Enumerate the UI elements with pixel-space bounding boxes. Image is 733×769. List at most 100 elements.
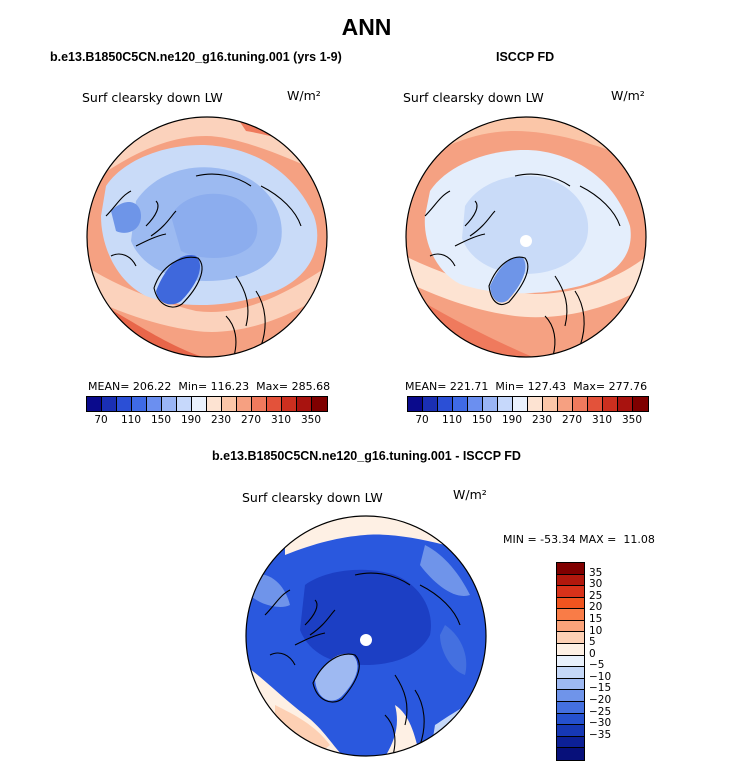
diff-colorbar-tick-label: −15 — [589, 682, 612, 695]
diff-colorbar-tick-label: 20 — [589, 601, 603, 614]
colorbar-swatch — [177, 397, 192, 411]
diff-colorbar-tick-label: −25 — [589, 705, 612, 718]
colorbar-swatch — [162, 397, 177, 411]
diff-colorbar-tick-label: 35 — [589, 566, 603, 579]
model-polar-map — [86, 116, 328, 358]
diff-colorbar-tick-label: 10 — [589, 624, 603, 637]
obs-units-label: W/m² — [611, 88, 645, 103]
obs-stats: MEAN= 221.71 Min= 127.43 Max= 277.76 — [405, 380, 648, 393]
colorbar-swatch — [528, 397, 543, 411]
colorbar-tick-label: 190 — [502, 414, 523, 426]
obs-max: 277.76 — [608, 380, 648, 393]
diff-colorbar-swatch — [557, 609, 584, 621]
colorbar-tick-label: 270 — [241, 414, 262, 426]
obs-panel-header: ISCCP FD — [496, 50, 555, 64]
diff-panel-header: b.e13.B1850C5CN.ne120_g16.tuning.001 - I… — [212, 449, 521, 463]
diff-polar-map — [245, 515, 487, 757]
model-max: 285.68 — [291, 380, 331, 393]
diff-colorbar-tick-label: 0 — [589, 647, 596, 660]
model-colorbar — [86, 396, 328, 412]
colorbar-swatch — [618, 397, 633, 411]
diff-colorbar-swatch — [557, 701, 584, 714]
colorbar-swatch — [408, 397, 423, 411]
colorbar-tick-label: 270 — [562, 414, 583, 426]
model-coastlines — [105, 173, 302, 357]
colorbar-swatch — [468, 397, 483, 411]
diff-colorbar-swatch — [557, 644, 584, 656]
diff-colorbar-swatch — [557, 563, 584, 575]
diff-colorbar-tick-label: 30 — [589, 578, 603, 591]
colorbar-tick-label: 230 — [211, 414, 232, 426]
colorbar-swatch — [192, 397, 207, 411]
diff-colorbar-swatch — [557, 620, 584, 633]
colorbar-tick-label: 230 — [532, 414, 553, 426]
figure-title: ANN — [341, 14, 392, 40]
diff-colorbar-swatch — [557, 690, 584, 702]
diff-minmax: MIN = -53.34 MAX = 11.08 — [503, 533, 655, 546]
colorbar-swatch — [453, 397, 468, 411]
colorbar-tick-label: 350 — [301, 414, 322, 426]
diff-colorbar-swatch — [557, 725, 584, 737]
colorbar-tick-label: 70 — [415, 414, 429, 426]
diff-colorbar — [556, 562, 585, 761]
model-variable-label: Surf clearsky down LW — [82, 90, 223, 105]
colorbar-tick-label: 150 — [472, 414, 493, 426]
diff-colorbar-tick-label: 25 — [589, 589, 603, 602]
obs-variable-label: Surf clearsky down LW — [403, 90, 544, 105]
diff-colorbar-tick-label: −10 — [589, 670, 612, 683]
diff-colorbar-swatch — [557, 632, 584, 645]
diff-colorbar-tick-label: 5 — [589, 636, 596, 649]
colorbar-swatch — [87, 397, 102, 411]
colorbar-swatch — [207, 397, 222, 411]
obs-colorbar — [407, 396, 649, 412]
diff-colorbar-tick-label: −30 — [589, 717, 612, 730]
model-mean: 206.22 — [132, 380, 172, 393]
colorbar-swatch — [423, 397, 438, 411]
colorbar-tick-label: 310 — [592, 414, 613, 426]
colorbar-tick-label: 110 — [121, 414, 142, 426]
diff-colorbar-tick-label: −5 — [589, 659, 605, 672]
colorbar-swatch — [588, 397, 603, 411]
model-greenland-cold — [156, 255, 201, 305]
diff-colorbar-tick-label: 15 — [589, 612, 603, 625]
model-units-label: W/m² — [287, 88, 321, 103]
colorbar-tick-label: 350 — [622, 414, 643, 426]
colorbar-swatch — [117, 397, 132, 411]
colorbar-swatch — [237, 397, 252, 411]
colorbar-tick-label: 190 — [181, 414, 202, 426]
colorbar-swatch — [132, 397, 147, 411]
colorbar-tick-label: 70 — [94, 414, 108, 426]
diff-pole-hole — [360, 634, 372, 646]
diff-colorbar-swatch — [557, 574, 584, 587]
colorbar-swatch — [483, 397, 498, 411]
colorbar-swatch — [267, 397, 282, 411]
colorbar-swatch — [282, 397, 297, 411]
colorbar-swatch — [498, 397, 513, 411]
colorbar-swatch — [573, 397, 588, 411]
colorbar-swatch — [558, 397, 573, 411]
diff-variable-label: Surf clearsky down LW — [242, 490, 383, 505]
colorbar-swatch — [222, 397, 237, 411]
colorbar-swatch — [543, 397, 558, 411]
diff-colorbar-swatch — [557, 586, 584, 598]
obs-pole-hole — [520, 235, 532, 247]
colorbar-swatch — [513, 397, 528, 411]
obs-min: 127.43 — [527, 380, 567, 393]
colorbar-swatch — [147, 397, 162, 411]
model-stats: MEAN= 206.22 Min= 116.23 Max= 285.68 — [88, 380, 331, 393]
colorbar-swatch — [633, 397, 648, 411]
colorbar-tick-label: 310 — [271, 414, 292, 426]
diff-colorbar-swatch — [557, 667, 584, 679]
obs-mean: 221.71 — [449, 380, 489, 393]
diff-colorbar-swatch — [557, 655, 584, 668]
colorbar-swatch — [438, 397, 453, 411]
colorbar-swatch — [603, 397, 618, 411]
diff-colorbar-tick-label: −20 — [589, 694, 612, 707]
diff-units-label: W/m² — [453, 487, 487, 502]
diff-colorbar-swatch — [557, 736, 584, 749]
model-min: 116.23 — [210, 380, 250, 393]
diff-colorbar-tick-label: −35 — [589, 728, 612, 741]
colorbar-tick-label: 150 — [151, 414, 172, 426]
diff-colorbar-swatch — [557, 713, 584, 726]
colorbar-tick-label: 110 — [442, 414, 463, 426]
